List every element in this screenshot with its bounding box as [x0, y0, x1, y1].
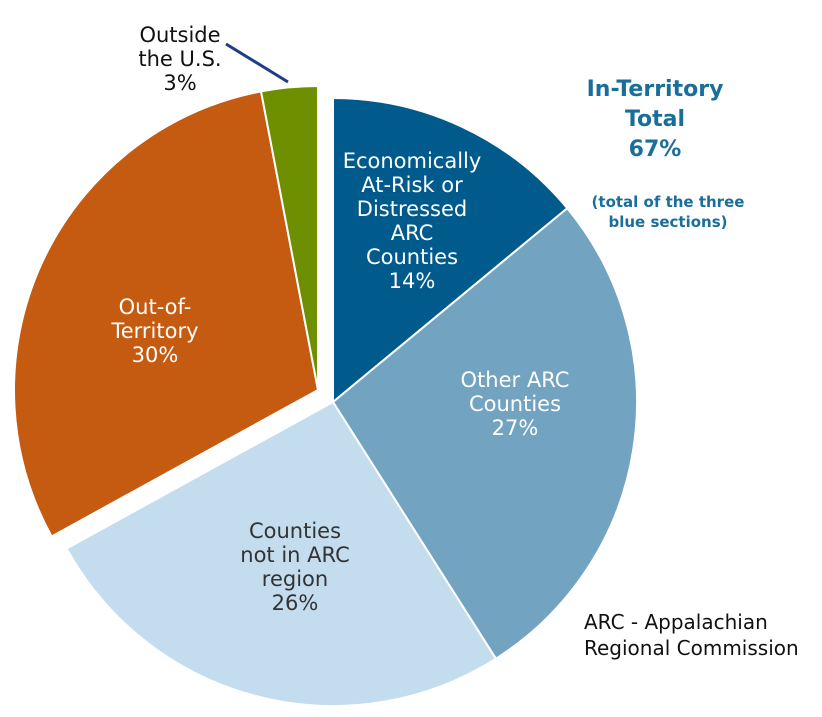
- slice-label: Outside the U.S.: [138, 23, 221, 71]
- slice-value-label: 30%: [132, 343, 179, 367]
- annotation: In-Territory Total 67%: [587, 77, 724, 162]
- annotation: (total of the three blue sections): [592, 193, 745, 231]
- slice-value-label: 26%: [272, 591, 319, 615]
- pie-slice: [65, 400, 498, 707]
- slice-label: Counties not in ARC region: [240, 519, 349, 591]
- leader-line: [225, 42, 289, 84]
- pie-slice: [332, 96, 569, 405]
- pie-slice: [259, 84, 319, 391]
- slice-label: Economically At-Risk or Distressed ARC Count…: [343, 149, 482, 269]
- pie-slice: [331, 206, 638, 661]
- annotation: ARC - Appalachian Regional Commission: [584, 610, 799, 660]
- pie-slice: [13, 90, 320, 538]
- slice-value-label: 27%: [492, 416, 539, 440]
- slice-value-label: 14%: [389, 269, 436, 293]
- slice-label: Out-of-Territory: [110, 295, 198, 343]
- slice-label: Other ARC Counties: [461, 368, 570, 416]
- slice-value-label: 3%: [163, 71, 196, 95]
